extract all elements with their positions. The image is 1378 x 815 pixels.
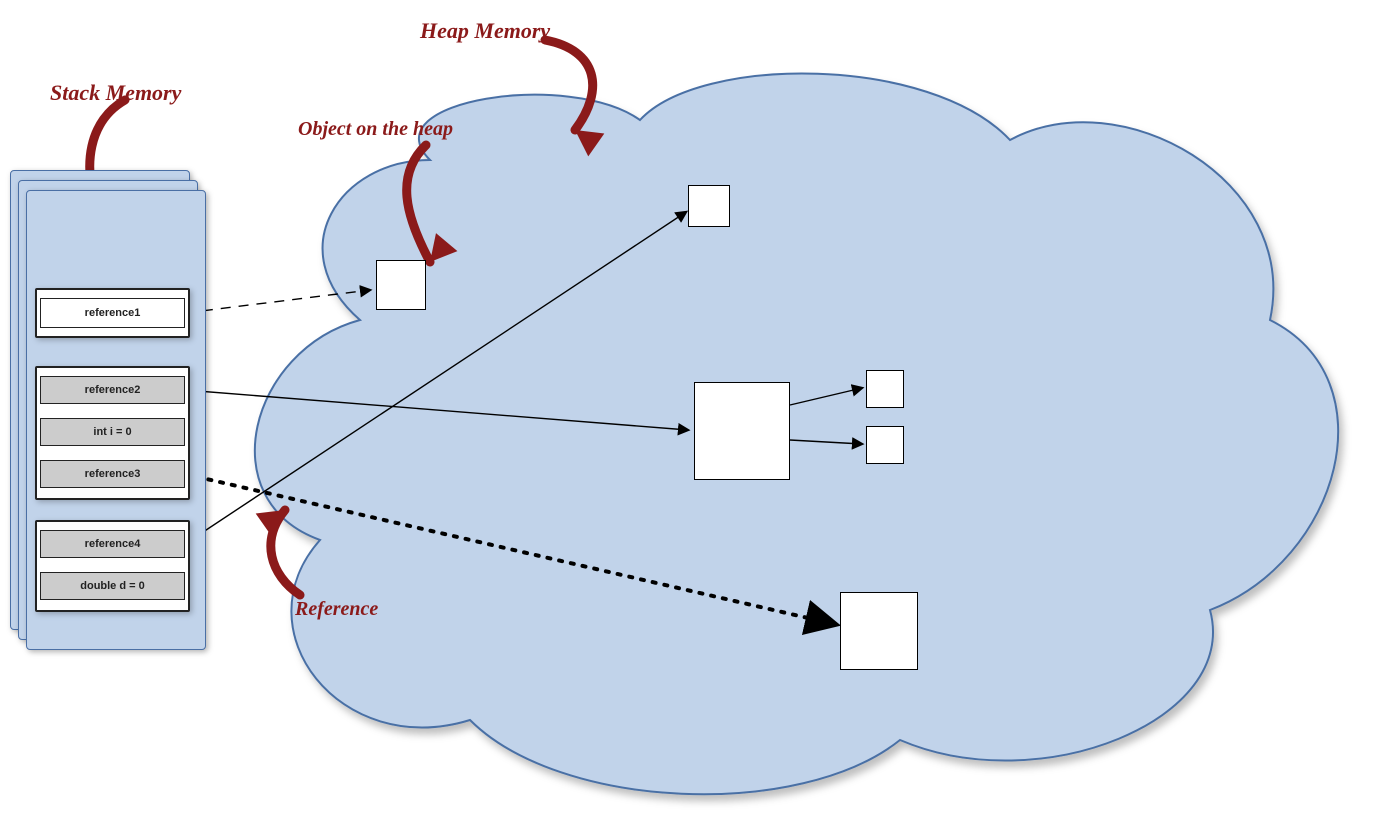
ref-arrow-head [256, 510, 285, 536]
ref-arrow [271, 510, 300, 595]
obj-arrow-head [430, 233, 457, 262]
heap-object [866, 370, 904, 408]
heap-cloud [255, 73, 1338, 794]
heap-object [376, 260, 426, 310]
stack-cell: reference4 [40, 530, 185, 558]
ref-line [790, 440, 862, 444]
stack-cell: double d = 0 [40, 572, 185, 600]
stack-cell: reference1 [40, 298, 185, 328]
ref-line [185, 474, 834, 624]
ref-line [185, 390, 688, 430]
heap-object [840, 592, 918, 670]
annotation-reference: Reference [295, 598, 378, 621]
diagram-svg [0, 0, 1378, 815]
ref-line [185, 212, 686, 544]
ref-line [185, 290, 370, 313]
ref-line [790, 388, 862, 405]
stack-cell: int i = 0 [40, 418, 185, 446]
heap-object [866, 426, 904, 464]
heap-arrow [545, 40, 593, 130]
obj-arrow [407, 145, 430, 262]
stack-cell: reference2 [40, 376, 185, 404]
heap-arrow-head [575, 130, 604, 156]
stack-cell: reference3 [40, 460, 185, 488]
annotation-heap-memory: Heap Memory [420, 18, 550, 44]
heap-object [694, 382, 790, 480]
annotation-object-on-heap: Object on the heap [298, 118, 453, 141]
heap-object [688, 185, 730, 227]
annotation-stack-memory: Stack Memory [50, 80, 181, 106]
